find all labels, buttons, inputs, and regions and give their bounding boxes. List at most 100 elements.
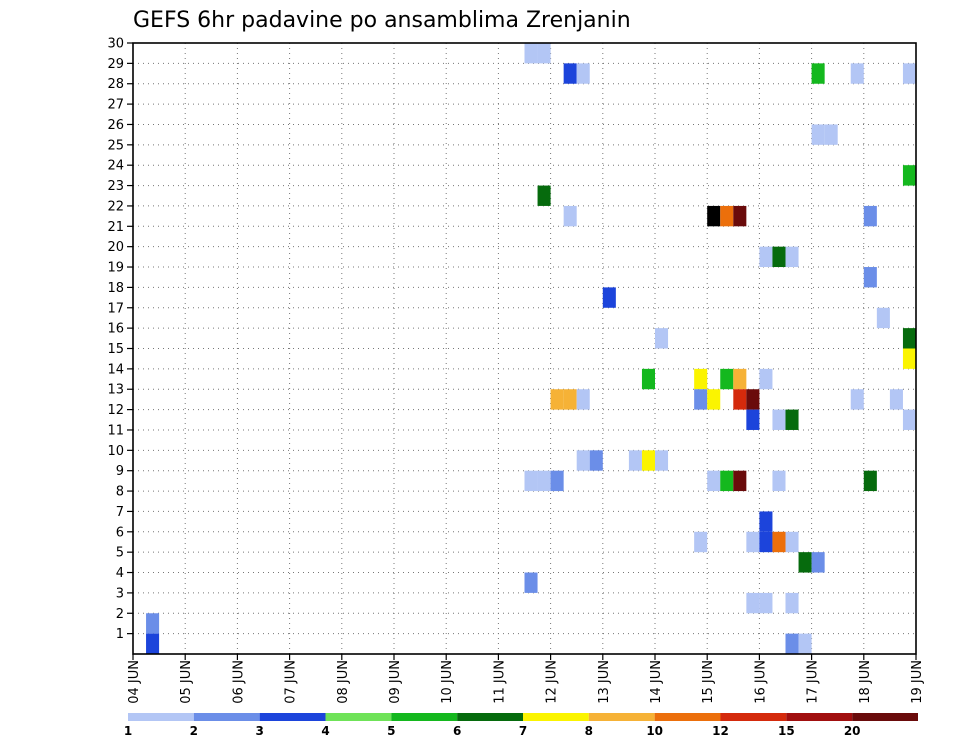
precip-cell [902, 328, 916, 349]
y-tick-label: 21 [107, 220, 124, 235]
precip-cell [720, 368, 734, 390]
precip-cell [707, 389, 721, 410]
colorbar-label: 10 [646, 724, 663, 738]
precip-cell [785, 246, 799, 268]
precip-cell [733, 368, 747, 390]
precip-cell [759, 592, 773, 614]
precip-cell [655, 328, 669, 349]
x-tick-label: 17 JUN [806, 660, 821, 704]
precip-cell [537, 185, 551, 206]
precip-cell [576, 389, 590, 410]
colorbar-label: 2 [190, 724, 198, 738]
x-tick-label: 08 JUN [336, 660, 351, 704]
y-tick-label: 3 [116, 586, 124, 601]
precip-cell [146, 633, 160, 654]
precip-cell [537, 43, 551, 64]
precip-cell [889, 389, 903, 410]
precip-cell [550, 470, 564, 492]
y-axis: 1234567891011121314151617181920212223242… [107, 37, 133, 642]
colorbar-swatch [391, 713, 458, 721]
grid-lines [133, 42, 917, 654]
colorbar-swatch [193, 713, 260, 721]
x-tick-label: 15 JUN [701, 660, 716, 704]
x-tick-label: 06 JUN [231, 660, 246, 704]
precip-cell [576, 63, 590, 84]
precip-cell [759, 246, 773, 268]
colorbar-swatch [786, 713, 853, 721]
x-tick-label: 07 JUN [284, 660, 299, 704]
precip-cell [746, 592, 760, 614]
x-tick-label: 18 JUN [858, 660, 873, 704]
precip-cell [772, 246, 786, 268]
x-tick-label: 19 JUN [910, 660, 925, 704]
precip-cell [902, 409, 916, 430]
precip-cell [655, 450, 669, 471]
precip-cell [863, 470, 877, 492]
precip-cell [694, 531, 708, 553]
precip-cell [772, 531, 786, 553]
colorbar-swatch [654, 713, 721, 721]
precip-cell [641, 450, 655, 471]
precip-cell [563, 205, 577, 227]
precip-cell [733, 389, 747, 410]
precip-cell [746, 531, 760, 553]
y-tick-label: 11 [107, 423, 124, 438]
colorbar-legend: 1 2 3 4 5 6 7 8 10 12 15 20 [124, 713, 918, 738]
precip-cell [641, 368, 655, 390]
y-tick-label: 12 [107, 403, 124, 418]
colorbar-swatch [325, 713, 392, 721]
colorbar-swatch [852, 713, 918, 721]
precip-cell [563, 389, 577, 410]
y-tick-label: 26 [107, 118, 124, 133]
chart-title: GEFS 6hr padavine po ansamblima Zrenjani… [133, 8, 631, 33]
colorbar-label: 7 [519, 724, 527, 738]
precip-cell [772, 470, 786, 492]
precip-cell [146, 613, 160, 634]
colorbar-label: 20 [844, 724, 861, 738]
colorbar-label: 5 [387, 724, 395, 738]
precip-cell [759, 531, 773, 553]
y-tick-label: 5 [116, 546, 124, 561]
y-tick-label: 19 [107, 261, 124, 276]
precip-cell [785, 531, 799, 553]
colorbar-label: 6 [453, 724, 461, 738]
precip-cell [785, 592, 799, 614]
colorbar-label: 1 [124, 724, 132, 738]
precip-cell [850, 389, 864, 410]
colorbar-label: 15 [778, 724, 795, 738]
y-tick-label: 28 [107, 77, 124, 92]
y-tick-label: 9 [116, 464, 124, 479]
precip-cell [811, 124, 825, 145]
y-tick-label: 15 [107, 342, 124, 357]
precip-cell [902, 165, 916, 186]
precip-cell [785, 633, 799, 654]
precip-cell [902, 348, 916, 369]
precip-cell [824, 124, 838, 145]
precip-cell [733, 470, 747, 492]
y-tick-label: 25 [107, 138, 124, 153]
precip-cell [694, 389, 708, 410]
y-tick-label: 10 [107, 444, 124, 459]
precip-cell [563, 63, 577, 84]
x-tick-label: 05 JUN [179, 660, 194, 704]
precip-cell [759, 511, 773, 532]
y-tick-label: 2 [116, 607, 124, 622]
x-tick-label: 10 JUN [440, 660, 455, 704]
precip-cell [902, 63, 916, 84]
y-tick-label: 29 [107, 57, 124, 72]
precip-cell [746, 409, 760, 430]
colorbar-swatch [588, 713, 655, 721]
x-tick-label: 04 JUN [127, 660, 142, 704]
x-tick-label: 11 JUN [492, 660, 507, 704]
y-tick-label: 14 [107, 362, 124, 377]
precip-cell [550, 389, 564, 410]
y-tick-label: 20 [107, 240, 124, 255]
precip-cell [524, 470, 538, 492]
precip-cell [759, 368, 773, 390]
y-tick-label: 13 [107, 383, 124, 398]
colorbar-swatch [457, 713, 523, 721]
y-tick-label: 30 [107, 37, 124, 52]
precip-cell [785, 409, 799, 430]
precip-cell [524, 572, 538, 593]
y-tick-label: 22 [107, 199, 124, 214]
